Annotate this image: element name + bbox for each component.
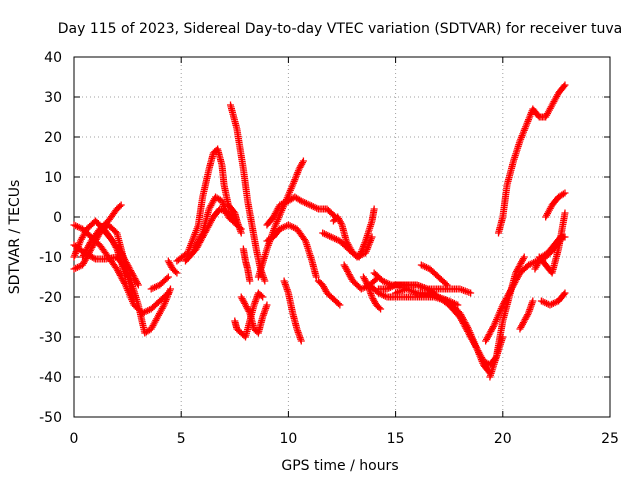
- data-point: [519, 255, 527, 263]
- series-track-i: [173, 145, 241, 265]
- series-track-v: [329, 205, 378, 261]
- grid-lines: [74, 57, 610, 417]
- data-point: [312, 273, 320, 281]
- data-point: [370, 205, 378, 213]
- data-point: [164, 273, 172, 281]
- data-point: [520, 253, 528, 261]
- data-point: [134, 281, 142, 289]
- data-point: [90, 254, 98, 262]
- data-point: [375, 304, 383, 312]
- series-track-m: [237, 293, 271, 337]
- axis-ticks: [73, 56, 611, 418]
- data-point: [299, 157, 307, 165]
- data-point: [561, 209, 569, 217]
- x-tick-label: 5: [177, 431, 186, 447]
- data-point: [133, 279, 141, 287]
- y-tick-label: -30: [39, 330, 62, 346]
- y-tick-label: 40: [44, 50, 62, 66]
- data-point: [489, 323, 497, 331]
- series-track-o: [239, 245, 254, 285]
- series-track-ag: [495, 81, 569, 237]
- y-tick-label: 10: [44, 170, 62, 186]
- series-track-t: [314, 277, 344, 309]
- y-tick-labels: -50 -40 -30 -20 -10 0 10 20 30 40: [39, 50, 62, 426]
- series-track-d: [70, 241, 174, 337]
- data-point: [246, 277, 254, 285]
- series-track-n: [231, 289, 267, 341]
- y-tick-label: 30: [44, 90, 62, 106]
- series-track-ab: [417, 261, 451, 289]
- data-point: [336, 301, 344, 309]
- data-point: [377, 305, 385, 313]
- plot-frame: [73, 56, 611, 418]
- data-point: [524, 311, 532, 319]
- series-track-aj: [537, 289, 569, 309]
- series-track-ai: [535, 209, 569, 277]
- data-point: [443, 281, 451, 289]
- y-axis-label: SDTVAR / TECUs: [7, 180, 23, 295]
- data-point: [467, 289, 475, 297]
- data-point: [363, 279, 371, 287]
- y-tick-label: -10: [39, 250, 62, 266]
- data-point: [337, 219, 345, 227]
- y-tick-label: -40: [39, 370, 62, 386]
- data-point: [442, 280, 450, 288]
- data-point: [559, 190, 567, 198]
- y-tick-label: -20: [39, 290, 62, 306]
- data-points: [70, 81, 569, 381]
- y-tick-label: -50: [39, 410, 62, 426]
- series-track-g: [147, 273, 172, 293]
- x-tick-label: 25: [601, 431, 619, 447]
- series-track-ah: [542, 189, 569, 221]
- series-track-af: [516, 297, 537, 333]
- data-point: [171, 268, 179, 276]
- data-point: [560, 290, 568, 298]
- data-point: [561, 233, 569, 241]
- series-track-aa: [374, 281, 475, 297]
- chart-title: Day 115 of 2023, Sidereal Day-to-day VTE…: [58, 21, 622, 37]
- series-track-r: [263, 221, 320, 281]
- data-point: [173, 269, 181, 277]
- data-point: [561, 81, 569, 89]
- x-tick-label: 15: [387, 431, 405, 447]
- x-axis-label: GPS time / hours: [281, 458, 398, 474]
- data-point: [561, 189, 569, 197]
- x-tick-label: 0: [70, 431, 79, 447]
- series-track-ac: [392, 285, 462, 309]
- data-point: [300, 236, 308, 243]
- data-point: [561, 289, 569, 297]
- data-point: [297, 337, 305, 345]
- data-point: [263, 301, 271, 309]
- data-point: [472, 343, 480, 351]
- data-point: [163, 274, 171, 282]
- data-point: [237, 229, 245, 237]
- data-point: [257, 292, 265, 300]
- series-track-q: [263, 193, 340, 229]
- data-point: [334, 300, 342, 308]
- x-tick-label: 20: [494, 431, 512, 447]
- data-point: [299, 159, 307, 167]
- data-point: [116, 202, 124, 210]
- y-tick-label: 20: [44, 130, 62, 146]
- series-track-p: [254, 157, 307, 281]
- y-tick-label: 0: [53, 210, 62, 226]
- data-point: [560, 82, 568, 90]
- series-track-ak: [531, 233, 569, 273]
- data-point: [166, 285, 174, 293]
- data-point: [117, 201, 125, 209]
- series-track-s: [280, 277, 305, 345]
- data-point: [454, 301, 462, 309]
- data-point: [259, 293, 267, 301]
- series-track-f: [91, 217, 142, 289]
- series-track-l: [227, 101, 269, 285]
- series-track-h: [164, 257, 181, 277]
- data-point: [261, 277, 269, 285]
- data-point: [529, 297, 537, 305]
- x-tick-label: 10: [279, 431, 297, 447]
- x-tick-labels: 0 5 10 15 20 25: [70, 431, 619, 447]
- series-track-k: [181, 205, 245, 265]
